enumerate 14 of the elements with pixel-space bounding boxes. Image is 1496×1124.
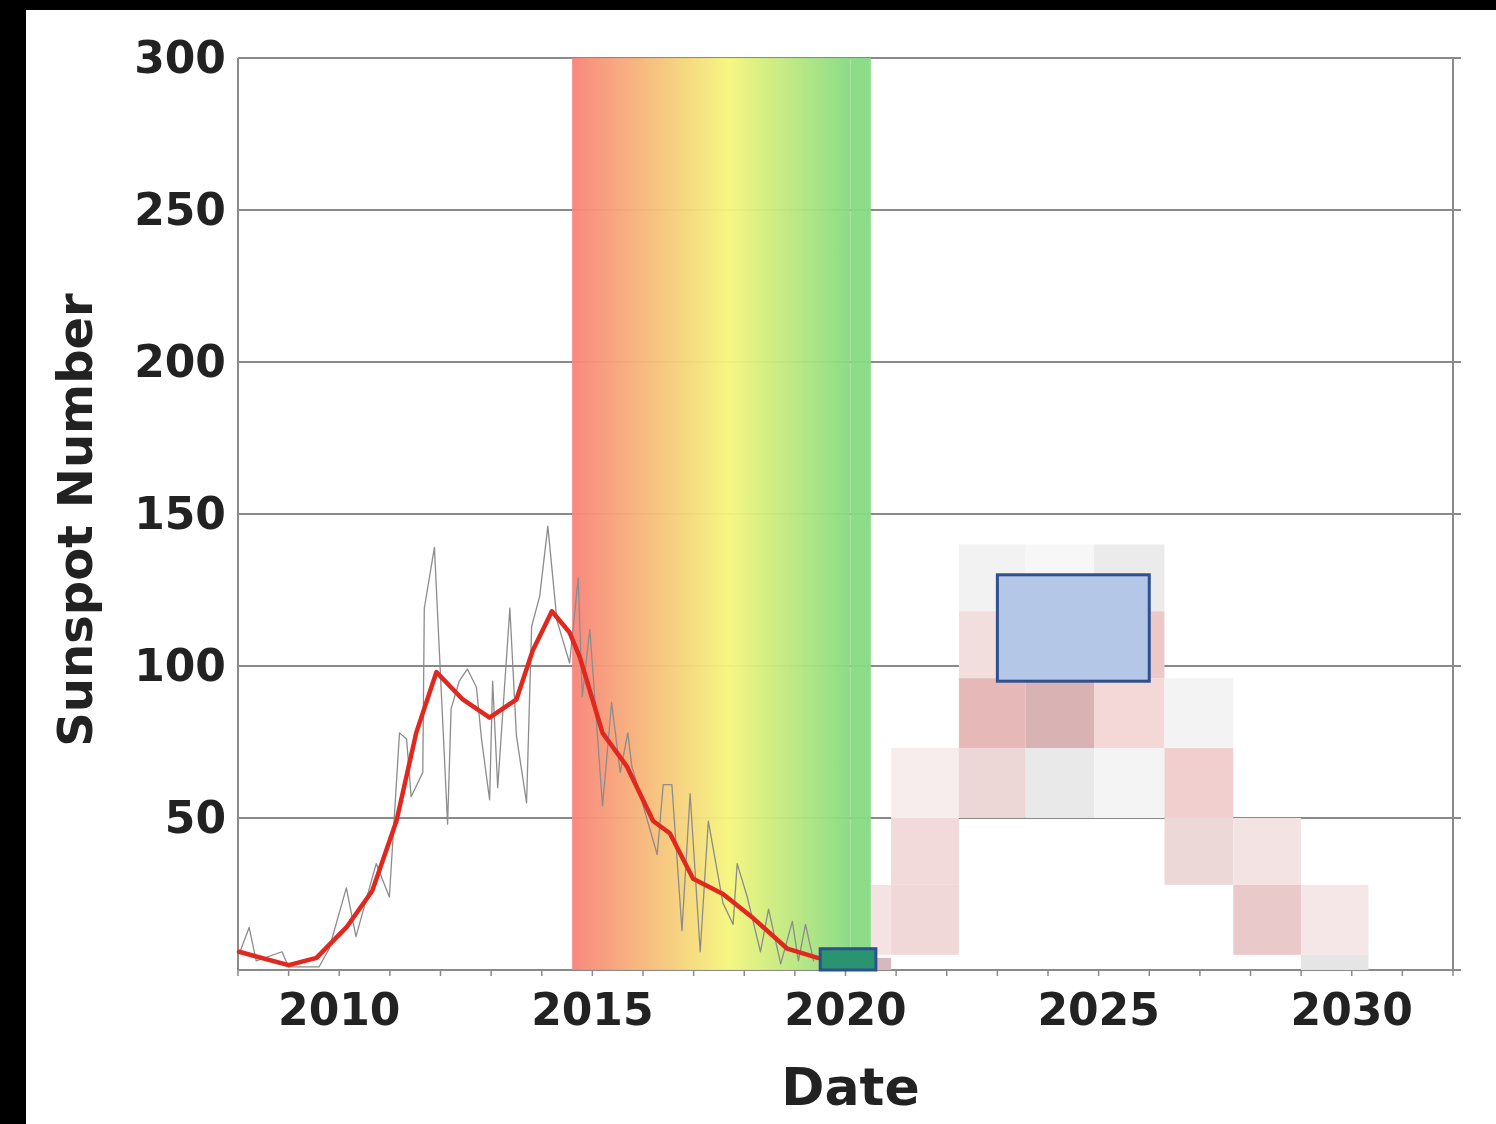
x-tick-label: 2020 bbox=[784, 984, 907, 1035]
x-tick-label: 2030 bbox=[1290, 984, 1413, 1035]
y-tick-label: 300 bbox=[134, 32, 226, 83]
y-axis-title: Sunspot Number bbox=[47, 292, 103, 747]
x-axis-title: Date bbox=[781, 1057, 920, 1117]
x-tick-label: 2010 bbox=[278, 984, 401, 1035]
y-tick-label: 250 bbox=[134, 184, 226, 235]
y-tick-label: 150 bbox=[134, 488, 226, 539]
line-series bbox=[236, 609, 820, 968]
x-tick-label: 2015 bbox=[531, 984, 654, 1035]
x-tick-label: 2025 bbox=[1037, 984, 1160, 1035]
y-tick-label: 200 bbox=[134, 336, 226, 387]
y-tick-label: 50 bbox=[164, 792, 226, 843]
y-tick-label: 100 bbox=[134, 640, 226, 691]
